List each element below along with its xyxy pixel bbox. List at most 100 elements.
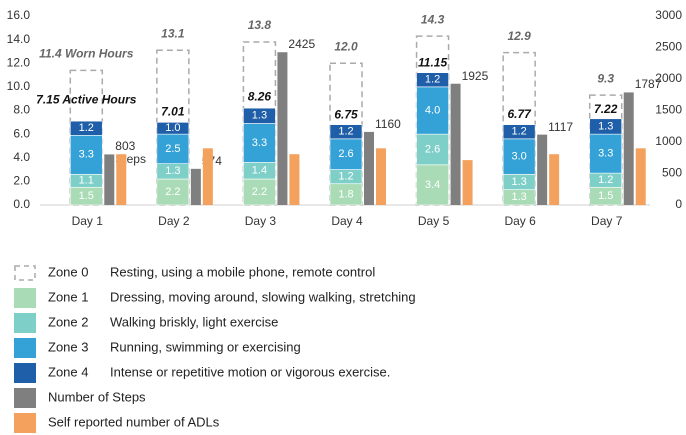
- legend-swatch: [14, 313, 36, 333]
- worn-label: 11.4 Worn Hours: [39, 47, 134, 61]
- legend-swatch: [14, 265, 36, 281]
- legend-description: Resting, using a mobile phone, remote co…: [110, 264, 375, 279]
- steps-label: 2425: [288, 38, 316, 52]
- x-tick-label: Day 7: [591, 214, 623, 228]
- legend-swatch: [14, 388, 36, 408]
- adl-bar: [635, 148, 646, 205]
- legend-description: Walking briskly, light exercise: [110, 314, 278, 329]
- worn-label: 12.9: [507, 29, 531, 43]
- legend-label: Zone 1: [48, 289, 88, 304]
- segment-label: 2.6: [338, 148, 353, 160]
- adl-bar: [202, 148, 213, 205]
- zone-bar: [589, 118, 623, 135]
- y-tick-label: 16.0: [7, 8, 31, 22]
- steps-label-box: 1787: [634, 78, 662, 92]
- worn-label: 12.0: [334, 39, 358, 53]
- steps-bar: [364, 131, 374, 205]
- segment-label: 1.2: [338, 171, 353, 183]
- y-tick-label: 0.0: [13, 197, 30, 211]
- steps-label-box: 1117: [548, 120, 574, 134]
- segment-label: 1.2: [338, 126, 353, 138]
- x-tick-label: Day 2: [158, 214, 190, 228]
- zone-bar: [416, 86, 449, 135]
- segment-label: 1.2: [79, 122, 94, 134]
- segment-label: 2.2: [165, 186, 180, 198]
- segment-label: 3.0: [511, 150, 526, 162]
- segment-label: 1.3: [252, 110, 267, 122]
- adl-bar: [376, 148, 386, 205]
- segment-label: 3.3: [598, 148, 613, 160]
- worn-label: 14.3: [421, 12, 445, 26]
- steps-label: 1787: [634, 78, 662, 92]
- x-tick-label: Day 3: [245, 214, 277, 228]
- adl-bar: [549, 154, 560, 205]
- legend-description: Running, swimming or exercising: [110, 339, 301, 354]
- legend-description: Dressing, moving around, slowing walking…: [110, 289, 416, 304]
- y-tick-label: 8.0: [13, 103, 30, 117]
- steps-label-box: 1925: [461, 69, 489, 83]
- segment-label: 1.2: [598, 174, 613, 186]
- adl-bar: [116, 154, 127, 205]
- active-label: 7.01: [161, 104, 185, 118]
- segment-label: 1.3: [165, 165, 180, 177]
- segment-label: 1.3: [511, 176, 526, 188]
- steps-label: 1925: [461, 69, 489, 83]
- zone0-box: [588, 94, 623, 206]
- zone-bar: [416, 164, 449, 206]
- adl-bar: [462, 160, 473, 205]
- legend-swatch: [14, 288, 36, 308]
- zone-bar: [156, 122, 190, 135]
- zone-bar: [69, 135, 103, 175]
- steps-bar: [450, 83, 461, 205]
- segment-label: 2.6: [425, 143, 440, 155]
- zone-bar: [502, 124, 536, 140]
- zone0-box: [415, 35, 450, 206]
- steps-label-box: 1160: [375, 117, 401, 131]
- segment-label: 1.3: [511, 191, 526, 203]
- legend-label: Zone 2: [48, 314, 88, 329]
- zone-bar: [69, 120, 103, 136]
- zone-bar: [589, 133, 623, 174]
- x-tick-label: Day 1: [72, 214, 104, 228]
- active-label: 6.75: [334, 107, 358, 121]
- active-label: 8.26: [248, 90, 272, 104]
- legend-swatch: [14, 363, 36, 383]
- segment-label: 1.2: [511, 126, 526, 138]
- legend-label: Number of Steps: [48, 389, 146, 404]
- steps-bar: [104, 154, 115, 205]
- segment-label: 1.8: [338, 188, 353, 200]
- zone-bar: [156, 178, 190, 206]
- legend-label: Zone 4: [48, 364, 88, 379]
- segment-label: 1.5: [79, 190, 94, 202]
- zone-bar: [243, 107, 276, 124]
- y2-tick-label: 1500: [655, 103, 682, 117]
- steps-bar: [190, 168, 201, 205]
- zone-bar: [243, 123, 276, 163]
- worn-label: 9.3: [597, 71, 614, 85]
- steps-bar: [537, 134, 548, 205]
- y2-tick-label: 1000: [655, 134, 682, 148]
- segment-label: 1.2: [425, 74, 440, 86]
- adl-bar: [289, 154, 300, 205]
- segment-label: 1.3: [598, 120, 613, 132]
- active-label: 7.22: [594, 102, 618, 116]
- zone-bar: [416, 72, 449, 88]
- legend-label: Zone 3: [48, 339, 88, 354]
- zone-bar: [329, 124, 363, 140]
- y-tick-label: 12.0: [7, 55, 31, 69]
- steps-label: 1117: [548, 120, 574, 134]
- worn-label: 13.1: [161, 26, 185, 40]
- x-tick-label: Day 5: [418, 214, 450, 228]
- segment-label: 2.2: [252, 186, 267, 198]
- steps-label: 1160: [375, 117, 401, 131]
- x-tick-label: Day 6: [504, 214, 536, 228]
- segment-label: 1.5: [598, 190, 613, 202]
- segment-label: 2.5: [165, 143, 180, 155]
- zone-bar: [416, 133, 449, 166]
- zone-bar: [502, 138, 536, 175]
- legend-swatch: [14, 338, 36, 358]
- segment-label: 4.0: [425, 104, 440, 116]
- legend-label: Self reported number of ADLs: [48, 414, 220, 429]
- y2-tick-label: 500: [662, 166, 682, 180]
